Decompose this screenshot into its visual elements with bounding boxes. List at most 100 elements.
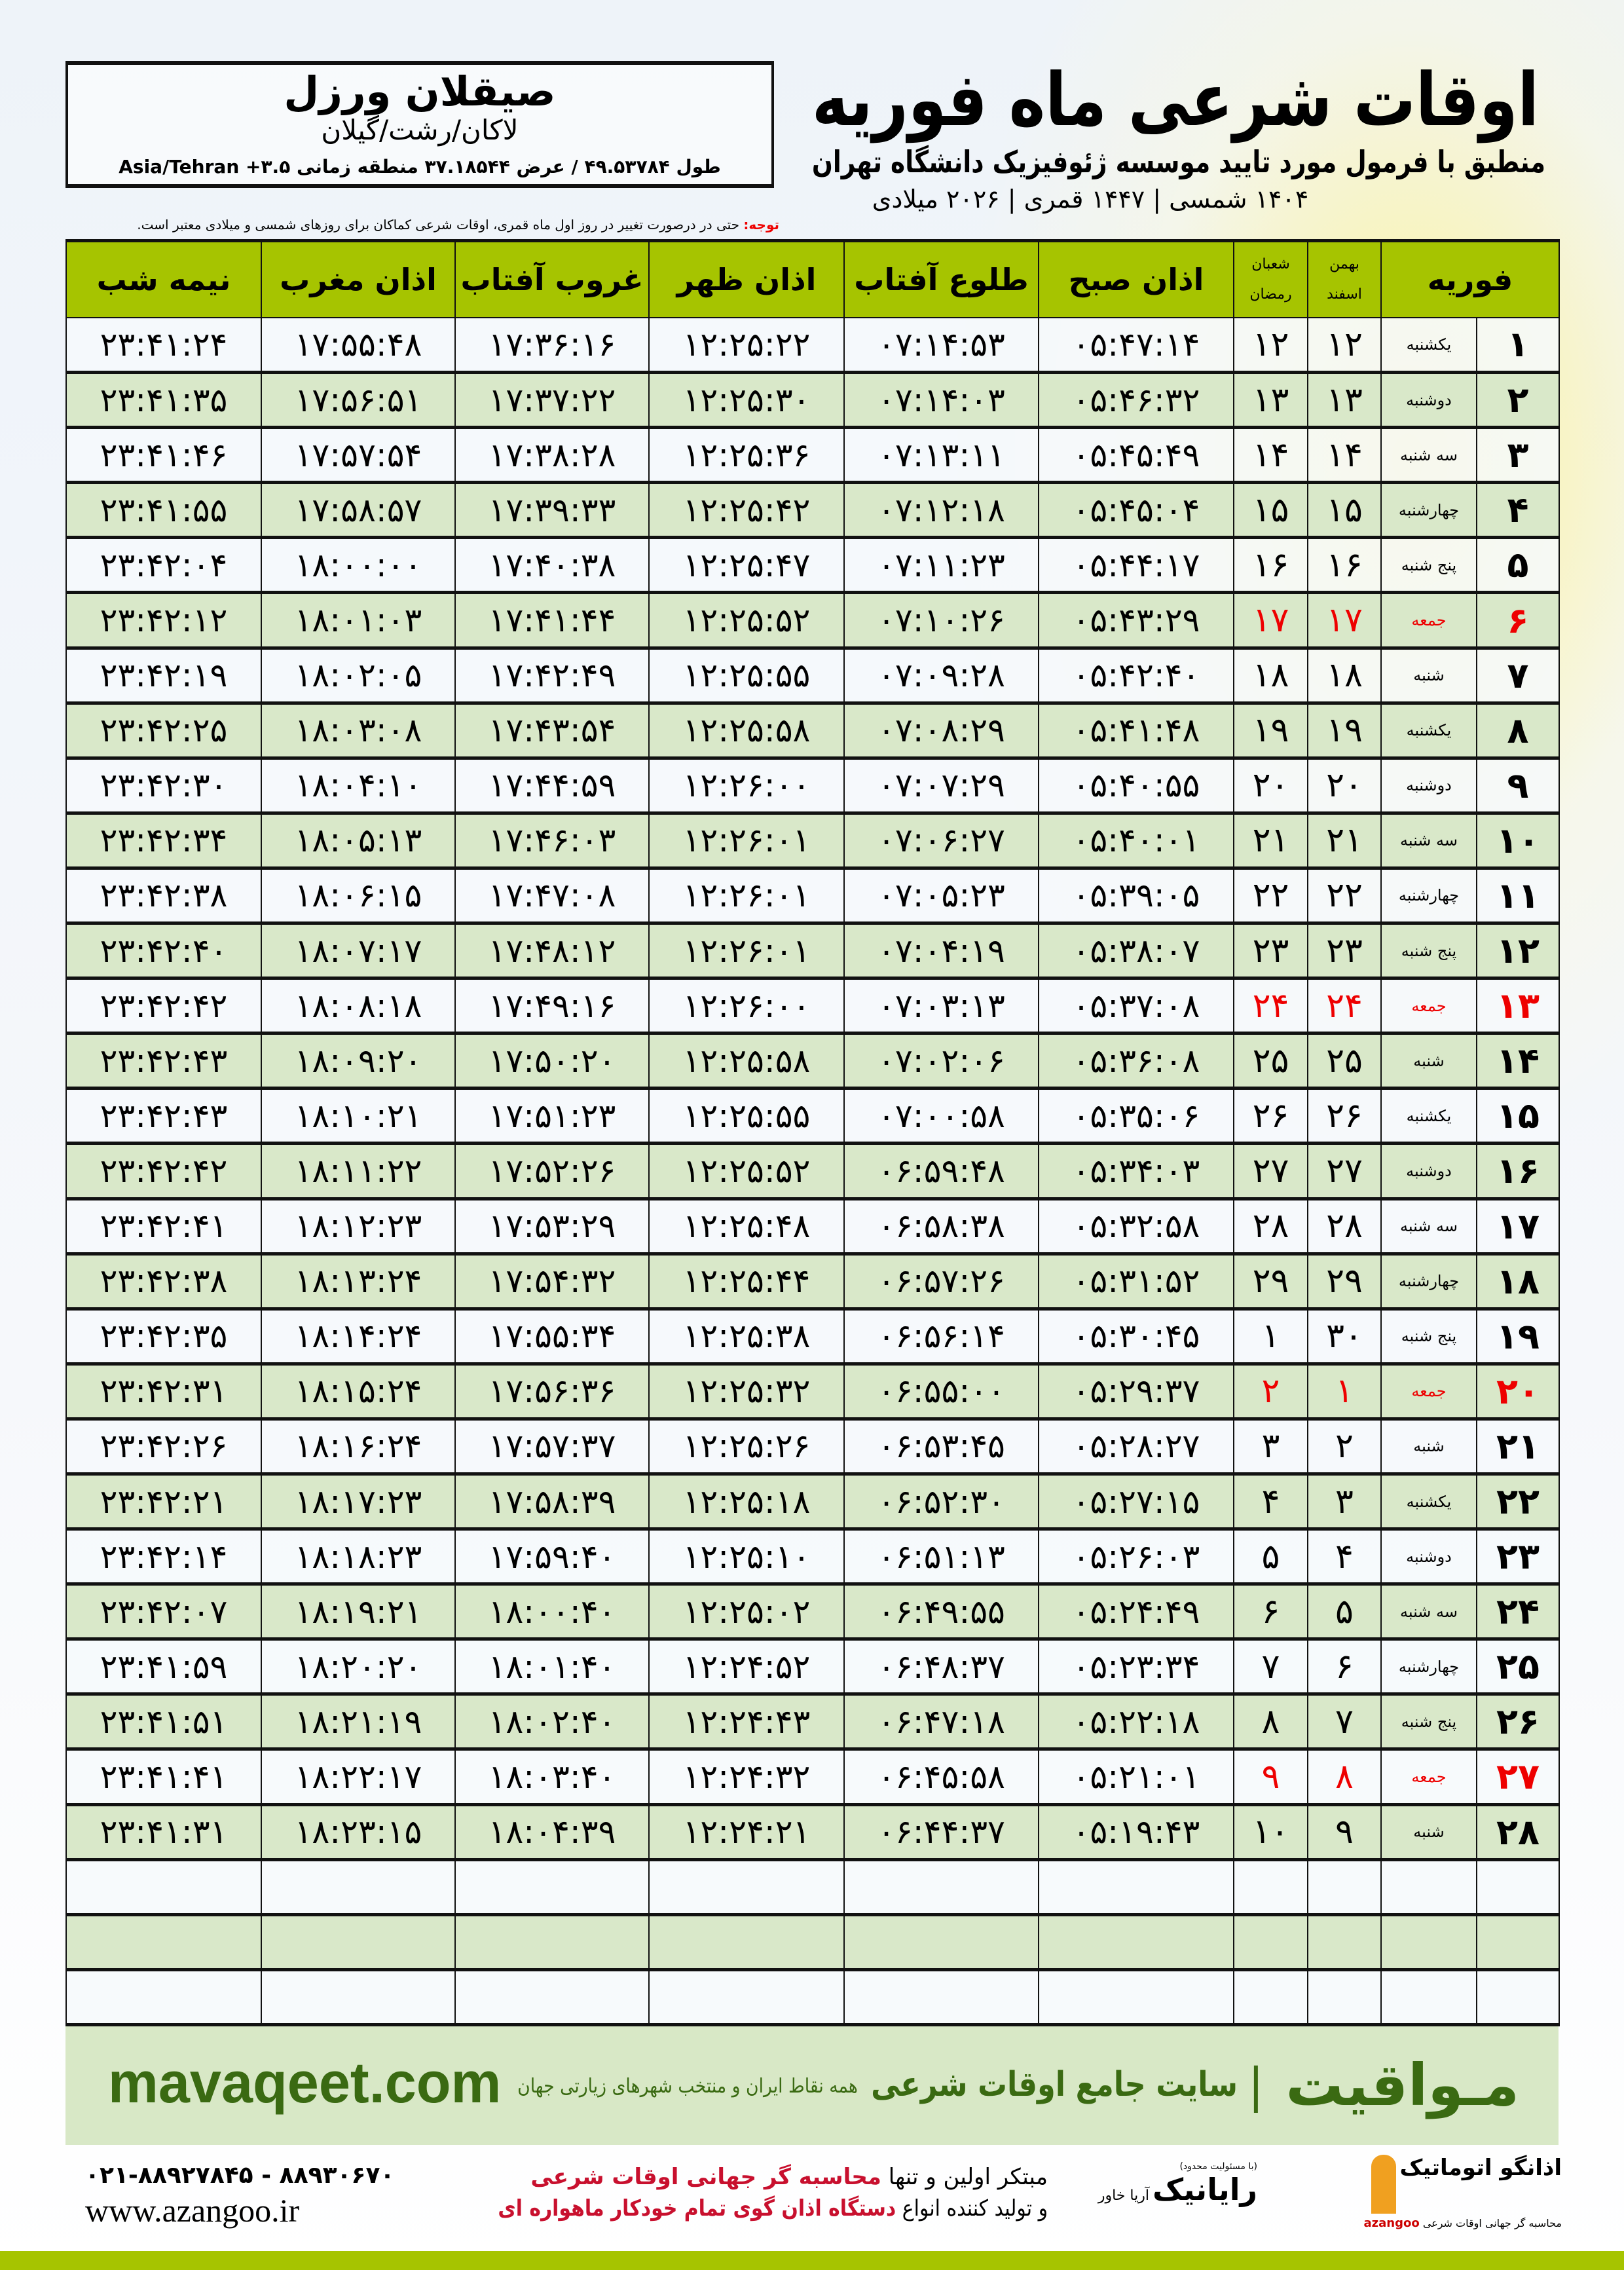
dhuhr-time: ۱۲:۲۵:۱۰ <box>648 1528 845 1586</box>
dhuhr-time: ۱۲:۲۵:۵۸ <box>648 702 845 760</box>
sunrise-time: ۰۶:۵۷:۲۶ <box>843 1253 1039 1311</box>
weekday: پنج شنبه <box>1380 922 1477 980</box>
table-row: ۲۸ شنبه ۹ ۱۰ ۰۵:۱۹:۴۳ ۰۶:۴۴:۳۷ ۱۲:۲۴:۲۱ ۱۸:۰۴:۳… <box>65 1804 1560 1861</box>
lunar-day: ۹ <box>1233 1748 1308 1806</box>
table-row: ۲۱ شنبه ۲ ۳ ۰۵:۲۸:۲۷ ۰۶:۵۳:۴۵ ۱۲:۲۵:۲۶ ۱۷:۵۷:۳۷… <box>65 1418 1560 1476</box>
midnight-time: ۲۳:۴۲:۳۸ <box>65 867 262 925</box>
maghrib-time: ۱۸:۰۳:۰۸ <box>261 702 456 760</box>
maghrib-time: ۱۸:۱۴:۲۴ <box>261 1308 456 1366</box>
day-number: ۷ <box>1476 647 1560 705</box>
table-row: ۲۷ جمعه ۸ ۹ ۰۵:۲۱:۰۱ ۰۶:۴۵:۵۸ ۱۲:۲۴:۳۲ ۱۸:۰۳:۴۰… <box>65 1748 1560 1806</box>
table-row: ۴ چهارشنبه ۱۵ ۱۵ ۰۵:۴۵:۰۴ ۰۷:۱۲:۱۸ ۱۲:۲۵:۴۲ ۱۷:… <box>65 481 1560 540</box>
lunar-day <box>1233 1914 1308 1971</box>
header-midnight: نیمه شب <box>65 239 262 318</box>
fajr-time: ۰۵:۳۵:۰۶ <box>1038 1087 1234 1145</box>
promo-line-1: مبتکر اولین و تنها محاسبه گر جهانی اوقات… <box>498 2161 1048 2193</box>
maghrib-time: ۱۸:۰۸:۱۸ <box>261 977 456 1035</box>
midnight-time: ۲۳:۴۲:۰۴ <box>65 536 262 595</box>
midnight-time: ۲۳:۴۲:۳۵ <box>65 1308 262 1366</box>
fajr-time: ۰۵:۳۹:۰۵ <box>1038 867 1234 925</box>
sunset-time: ۱۷:۴۱:۴۴ <box>454 591 650 650</box>
fajr-time: ۰۵:۲۱:۰۱ <box>1038 1748 1234 1806</box>
fajr-time: ۰۵:۳۶:۰۸ <box>1038 1032 1234 1090</box>
phone-numbers: ۰۲۱-۸۸۹۲۷۸۴۵ - ۸۸۹۳۰۶۷۰ <box>85 2162 395 2189</box>
maghrib-time: ۱۷:۵۶:۵۱ <box>261 371 456 430</box>
sunrise-time: ۰۷:۰۷:۲۹ <box>843 757 1039 815</box>
solar-day: ۲۰ <box>1307 757 1382 815</box>
midnight-time: ۲۳:۴۱:۵۹ <box>65 1638 262 1696</box>
weekday: پنج شنبه <box>1380 536 1477 595</box>
sunrise-time: ۰۷:۱۱:۲۳ <box>843 536 1039 595</box>
mavaqeet-url[interactable]: mavaqeet.com <box>108 2050 502 2115</box>
day-number: ۲۸ <box>1476 1804 1560 1861</box>
sunset-time: ۱۸:۰۲:۴۰ <box>454 1693 650 1751</box>
lunar-day: ۵ <box>1233 1528 1308 1586</box>
solar-day <box>1307 1914 1382 1971</box>
table-row: ۲۲ یکشنبه ۳ ۴ ۰۵:۲۷:۱۵ ۰۶:۵۲:۳۰ ۱۲:۲۵:۱۸ ۱۷:۵۸:… <box>65 1473 1560 1531</box>
contact: ۰۲۱-۸۸۹۲۷۸۴۵ - ۸۸۹۳۰۶۷۰ www.azangoo.ir <box>85 2160 465 2229</box>
location-path: لاکان/رشت/گیلان <box>321 114 519 146</box>
dhuhr-time: ۱۲:۲۵:۵۲ <box>648 1142 845 1200</box>
fajr-time: ۰۵:۳۲:۵۸ <box>1038 1197 1234 1256</box>
mavaqeet-subtext: همه نقاط ایران و منتخب شهرهای زیارتی جها… <box>517 2075 858 2098</box>
dhuhr-time: ۱۲:۲۵:۵۵ <box>648 647 845 705</box>
day-number: ۸ <box>1476 702 1560 760</box>
lunar-day: ۲۲ <box>1233 867 1308 925</box>
dhuhr-time: ۱۲:۲۵:۲۲ <box>648 316 845 375</box>
table-row: ۶ جمعه ۱۷ ۱۷ ۰۵:۴۳:۲۹ ۰۷:۱۰:۲۶ ۱۲:۲۵:۵۲ ۱۷:۴۱:۴… <box>65 591 1560 650</box>
weekday <box>1380 1914 1477 1971</box>
promo-2a: و تولید کننده انواع <box>896 2195 1048 2222</box>
solar-day: ۱۴ <box>1307 426 1382 485</box>
weekday: جمعه <box>1380 1363 1477 1421</box>
weekday: یکشنبه <box>1380 316 1477 375</box>
maghrib-time: ۱۸:۲۲:۱۷ <box>261 1748 456 1806</box>
sunrise-time: ۰۶:۵۸:۳۸ <box>843 1197 1039 1256</box>
sunset-time: ۱۷:۵۲:۲۶ <box>454 1142 650 1200</box>
weekday: شنبه <box>1380 1032 1477 1090</box>
sunset-time <box>454 1859 650 1916</box>
midnight-time: ۲۳:۴۱:۴۱ <box>65 1748 262 1806</box>
weekday: یکشنبه <box>1380 1473 1477 1531</box>
day-number: ۱۱ <box>1476 867 1560 925</box>
maghrib-time: ۱۸:۰۵:۱۳ <box>261 812 456 870</box>
sunrise-time: ۰۶:۵۳:۴۵ <box>843 1418 1039 1476</box>
dhuhr-time: ۱۲:۲۵:۵۵ <box>648 1087 845 1145</box>
sunset-time: ۱۷:۵۳:۲۹ <box>454 1197 650 1256</box>
midnight-time: ۲۳:۴۱:۵۵ <box>65 481 262 540</box>
lunar-day: ۲۱ <box>1233 812 1308 870</box>
azangoo-logo: اذانگو اتوماتیک محاسبه گر جهانی اوقات شر… <box>1326 2155 1562 2230</box>
header-dhuhr: اذان ظهر <box>648 239 845 318</box>
solar-day: ۲۶ <box>1307 1087 1382 1145</box>
location-box: صیقلان ورزل لاکان/رشت/گیلان طول ۴۹.۵۳۷۸۴… <box>65 61 774 188</box>
maghrib-time <box>261 1914 456 1971</box>
lunar-day: ۲۹ <box>1233 1253 1308 1311</box>
website-link[interactable]: www.azangoo.ir <box>85 2192 300 2229</box>
fajr-time: ۰۵:۴۳:۲۹ <box>1038 591 1234 650</box>
weekday: شنبه <box>1380 647 1477 705</box>
sunset-time: ۱۷:۳۹:۳۳ <box>454 481 650 540</box>
rayanik-line: رایانیک آریا خاور <box>1061 2172 1257 2207</box>
table-row: ۳ سه شنبه ۱۴ ۱۴ ۰۵:۴۵:۴۹ ۰۷:۱۳:۱۱ ۱۲:۲۵:۳۶ ۱۷:۳… <box>65 426 1560 485</box>
sunrise-time: ۰۶:۴۹:۵۵ <box>843 1583 1039 1641</box>
lunar-day: ۲۸ <box>1233 1197 1308 1256</box>
fajr-time: ۰۵:۲۸:۲۷ <box>1038 1418 1234 1476</box>
sunrise-time: ۰۷:۰۰:۵۸ <box>843 1087 1039 1145</box>
header-solar-bottom: اسفند <box>1327 286 1362 303</box>
sunset-time: ۱۷:۵۸:۳۹ <box>454 1473 650 1531</box>
solar-day <box>1307 1969 1382 2026</box>
day-number: ۲۳ <box>1476 1528 1560 1586</box>
sunrise-time: ۰۶:۴۵:۵۸ <box>843 1748 1039 1806</box>
solar-day: ۸ <box>1307 1748 1382 1806</box>
fajr-time: ۰۵:۳۸:۰۷ <box>1038 922 1234 980</box>
fajr-time: ۰۵:۲۲:۱۸ <box>1038 1693 1234 1751</box>
day-number: ۳ <box>1476 426 1560 485</box>
solar-day: ۲۹ <box>1307 1253 1382 1311</box>
midnight-time: ۲۳:۴۱:۲۴ <box>65 316 262 375</box>
maghrib-time: ۱۸:۰۰:۰۰ <box>261 536 456 595</box>
promo-1a: مبتکر اولین و تنها <box>881 2164 1048 2190</box>
dhuhr-time: ۱۲:۲۶:۰۰ <box>648 757 845 815</box>
weekday: سه شنبه <box>1380 812 1477 870</box>
lunar-day: ۱۶ <box>1233 536 1308 595</box>
dhuhr-time: ۱۲:۲۴:۲۱ <box>648 1804 845 1861</box>
lunar-day: ۲۰ <box>1233 757 1308 815</box>
